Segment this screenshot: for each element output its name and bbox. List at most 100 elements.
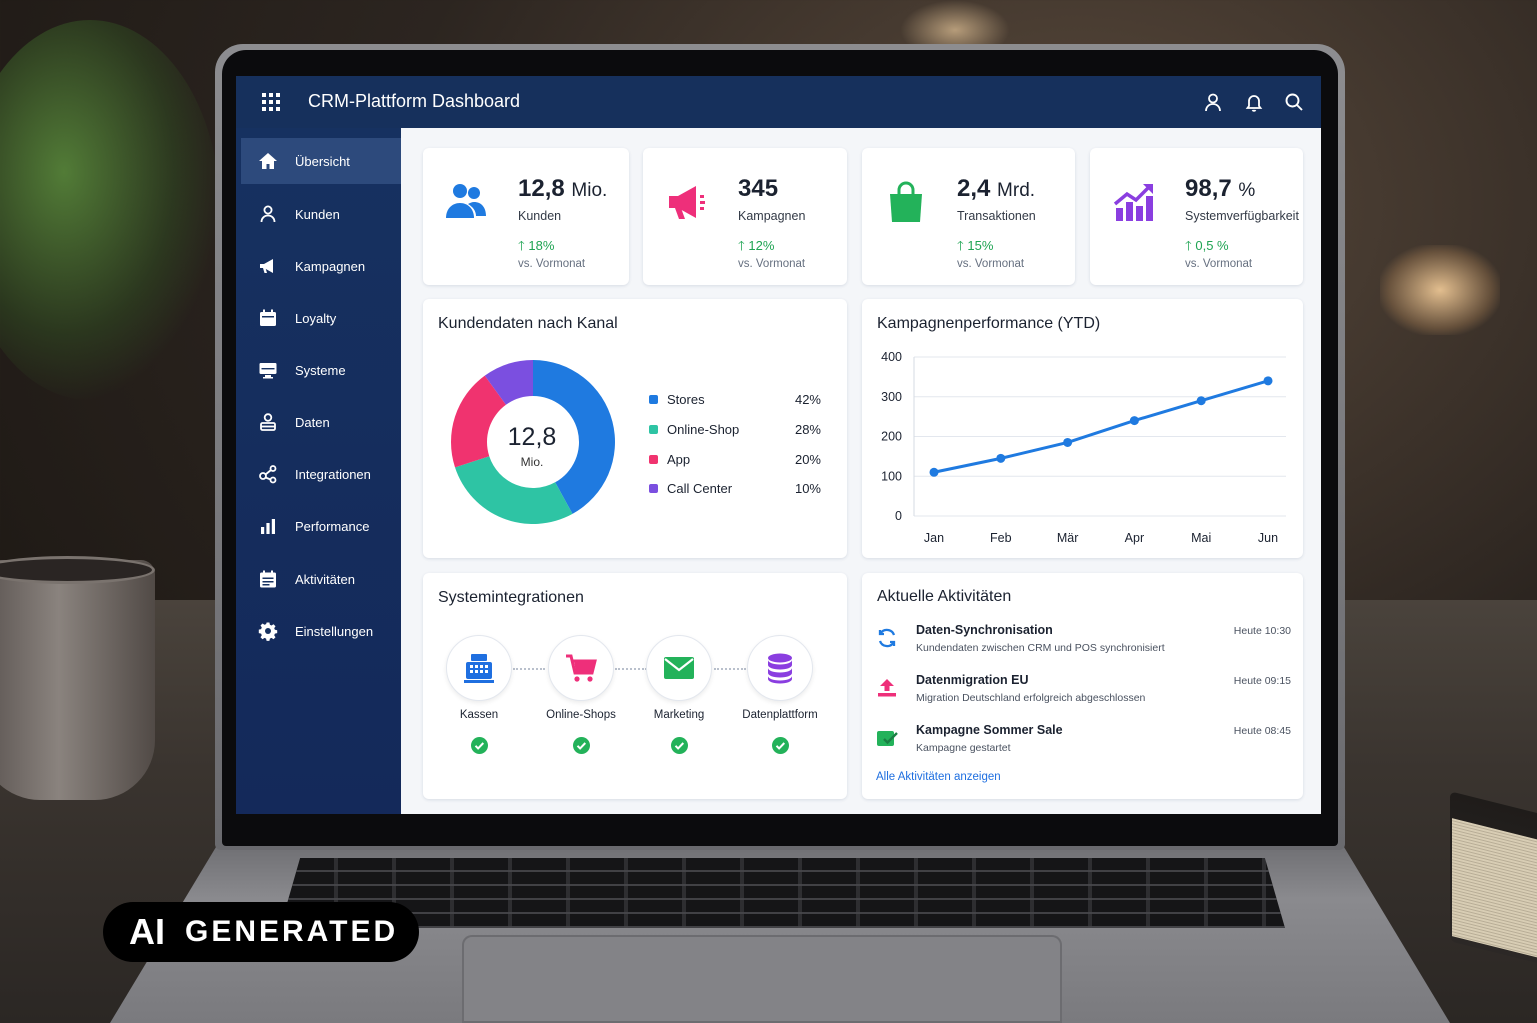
sidebar-item-label: Übersicht bbox=[295, 153, 350, 169]
kpi-label: Transaktionen bbox=[957, 209, 1036, 223]
legend-pct: 10% bbox=[794, 481, 821, 496]
integration-connector bbox=[615, 668, 647, 670]
data-point bbox=[1063, 437, 1073, 447]
database-icon bbox=[768, 653, 792, 684]
activities-card-title: Aktuelle Aktivitäten bbox=[877, 588, 1012, 605]
check-circle-icon bbox=[771, 737, 789, 754]
integration-online-shops[interactable]: Online-Shops bbox=[546, 635, 616, 754]
donut-center-value: 12,8 bbox=[507, 423, 557, 451]
kpi-value: 12,8 Mio. bbox=[518, 175, 608, 202]
integration-name: Marketing bbox=[653, 709, 705, 721]
sidebar-item-label: Daten bbox=[295, 414, 330, 430]
donut-slice-stores bbox=[533, 360, 615, 514]
sidebar-item-loyalty[interactable]: Loyalty bbox=[241, 295, 401, 341]
check-circle-icon bbox=[470, 737, 488, 754]
integration-datenplattform[interactable]: Datenplattform bbox=[742, 635, 818, 754]
data-point bbox=[1129, 416, 1139, 426]
gear-icon bbox=[258, 622, 278, 641]
all-activities-link[interactable]: Alle Aktivitäten anzeigen bbox=[876, 771, 1001, 783]
x-tick-label: Mai bbox=[1191, 531, 1211, 545]
kpi-card-transaktionen: 2,4 Mrd. Transaktionen 🡑 15% vs. Vormona… bbox=[862, 148, 1075, 285]
kpi-trend: 🡑 12% bbox=[738, 238, 775, 253]
legend-swatch bbox=[649, 395, 658, 404]
data-user-icon bbox=[260, 413, 276, 431]
background-plant bbox=[0, 20, 220, 400]
integration-name: Online-Shops bbox=[546, 709, 616, 721]
x-tick-label: Feb bbox=[990, 531, 1012, 545]
sidebar-item-daten[interactable]: Daten bbox=[241, 399, 401, 445]
integration-marketing[interactable]: Marketing bbox=[644, 635, 714, 754]
kpi-value: 98,7 % bbox=[1185, 175, 1256, 202]
kpi-card-kampagnen: 345 Kampagnen 🡑 12% vs. Vormonat bbox=[643, 148, 847, 285]
profile-icon[interactable] bbox=[1203, 92, 1223, 112]
sidebar-item-label: Performance bbox=[295, 518, 370, 534]
kpi-trend: 🡑 18% bbox=[518, 238, 555, 253]
activity-title: Daten-Synchronisation bbox=[916, 623, 1053, 637]
app-grid-icon[interactable] bbox=[262, 93, 280, 111]
bell-icon[interactable] bbox=[1244, 92, 1264, 112]
mail-icon bbox=[664, 657, 694, 679]
sidebar-item-label: Kunden bbox=[295, 206, 340, 222]
activity-item[interactable]: Daten-Synchronisation Kundendaten zwisch… bbox=[876, 623, 1291, 665]
donut-slice-online-shop bbox=[455, 456, 573, 524]
sync-icon bbox=[878, 628, 896, 648]
sidebar-item-uebersicht[interactable]: Übersicht bbox=[241, 138, 401, 184]
kpi-card-systemverfuegbarkeit: 98,7 % Systemverfügbarkeit 🡑 0,5 % vs. V… bbox=[1090, 148, 1303, 285]
list-calendar-icon bbox=[260, 570, 276, 588]
coffee-cup-rim bbox=[0, 556, 155, 584]
bar-chart-icon bbox=[261, 519, 275, 534]
calendar-icon bbox=[260, 309, 276, 326]
sidebar-item-performance[interactable]: Performance bbox=[241, 503, 401, 549]
integration-icon-wrap bbox=[646, 635, 712, 701]
coffee-cup bbox=[0, 560, 155, 800]
data-point bbox=[996, 453, 1006, 463]
legend-pct: 20% bbox=[794, 452, 821, 467]
y-tick-label: 400 bbox=[881, 350, 902, 364]
integrations-card: Systemintegrationen Kassen Online-Shops bbox=[423, 573, 847, 799]
legend-item-call-center: Call Center 10% bbox=[649, 480, 821, 498]
legend-item-stores: Stores 42% bbox=[649, 391, 821, 409]
activity-item[interactable]: Kampagne Sommer Sale Kampagne gestartet … bbox=[876, 723, 1291, 765]
sidebar-item-label: Einstellungen bbox=[295, 623, 374, 639]
sidebar-item-systeme[interactable]: Systeme bbox=[241, 347, 401, 393]
integration-name: Kassen bbox=[459, 709, 499, 721]
sidebar-item-einstellungen[interactable]: Einstellungen bbox=[241, 608, 401, 654]
badge-generated: GENERATED bbox=[185, 915, 399, 948]
data-point bbox=[929, 467, 939, 477]
cart-icon bbox=[566, 654, 597, 682]
activity-description: Migration Deutschland erfolgreich abgesc… bbox=[916, 692, 1146, 704]
sidebar-item-label: Integrationen bbox=[295, 466, 371, 482]
integration-kassen[interactable]: Kassen bbox=[444, 635, 514, 754]
donut-slice-app bbox=[451, 375, 506, 468]
activity-description: Kundendaten zwischen CRM und POS synchro… bbox=[916, 642, 1165, 654]
legend-item-online-shop: Online-Shop 28% bbox=[649, 421, 821, 439]
sidebar-item-label: Kampagnen bbox=[295, 258, 366, 274]
kpi-trend: 🡑 15% bbox=[957, 238, 994, 253]
cash-register-icon bbox=[464, 654, 494, 683]
sidebar-item-kampagnen[interactable]: Kampagnen bbox=[241, 243, 401, 289]
x-tick-label: Mär bbox=[1057, 531, 1079, 545]
sidebar-item-kunden[interactable]: Kunden bbox=[241, 191, 401, 237]
activity-time: Heute 10:30 bbox=[1233, 625, 1291, 637]
y-tick-label: 100 bbox=[881, 469, 902, 483]
donut-slice-call-center bbox=[484, 360, 533, 405]
sidebar-item-aktivitaeten[interactable]: Aktivitäten bbox=[241, 556, 401, 602]
activity-time: Heute 08:45 bbox=[1233, 725, 1291, 737]
activity-item[interactable]: Datenmigration EU Migration Deutschland … bbox=[876, 673, 1291, 715]
users-icon bbox=[446, 184, 486, 218]
sidebar-item-integrationen[interactable]: Integrationen bbox=[241, 451, 401, 497]
campaign-line-chart: 0 100 200 300 400 Jan Feb Mär Apr Mai Jun bbox=[881, 350, 1286, 545]
legend-swatch bbox=[649, 455, 658, 464]
integration-icon-wrap bbox=[548, 635, 614, 701]
activity-title: Kampagne Sommer Sale bbox=[916, 723, 1063, 737]
legend-pct: 28% bbox=[794, 422, 821, 437]
search-icon[interactable] bbox=[1284, 92, 1304, 112]
integration-connector bbox=[714, 668, 746, 670]
check-circle-icon bbox=[572, 737, 590, 754]
top-bar: CRM-Plattform Dashboard bbox=[236, 76, 1321, 128]
kpi-subtext: vs. Vormonat bbox=[738, 258, 806, 270]
donut-center-unit: Mio. bbox=[520, 455, 544, 469]
x-tick-label: Jun bbox=[1258, 531, 1278, 545]
legend-name: App bbox=[667, 452, 691, 467]
ai-generated-badge: AI GENERATED bbox=[103, 902, 419, 962]
